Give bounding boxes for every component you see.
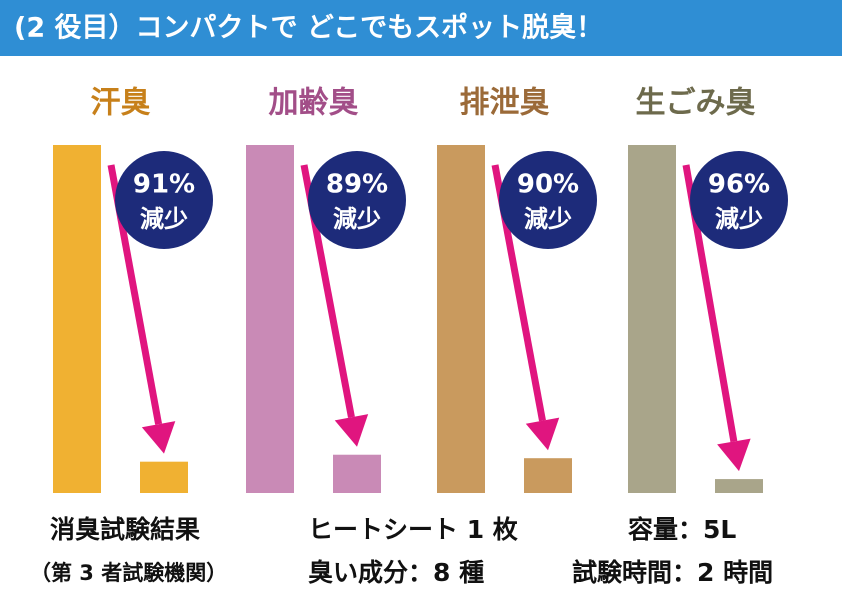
reduction-value: 89%: [326, 170, 388, 200]
category-label: 排泄臭: [460, 86, 550, 121]
reduction-badge: [499, 151, 597, 249]
bar-before: [53, 145, 101, 493]
bar-before: [437, 145, 485, 493]
category-label: 生ごみ臭: [636, 86, 756, 121]
footer-text: 試験時間：2 時間: [572, 558, 773, 587]
bar-after: [140, 461, 188, 493]
arrow-head: [525, 417, 560, 451]
bar-before: [628, 145, 676, 493]
reduction-label: 減少: [715, 205, 763, 233]
footer-text: （第 3 者試験機関）: [30, 561, 227, 585]
reduction-badge: [690, 151, 788, 249]
footer-text: ヒートシート 1 枚: [308, 515, 518, 544]
arrow-head: [717, 438, 751, 472]
reduction-label: 減少: [140, 205, 188, 233]
title-banner: [0, 0, 842, 56]
bar-after: [715, 479, 763, 493]
category-label: 加齢臭: [269, 86, 359, 121]
reduction-value: 96%: [708, 170, 770, 200]
bar-after: [333, 454, 381, 493]
reduction-badge: [308, 151, 406, 249]
reduction-badge: [115, 151, 213, 249]
category-label: 汗臭: [91, 86, 151, 121]
footer-text: 臭い成分：8 種: [308, 558, 484, 587]
reduction-value: 90%: [517, 170, 579, 200]
bar-after: [524, 458, 572, 493]
chart-title: (2 役目）コンパクトで どこでもスポット脱臭！: [14, 13, 603, 44]
arrow-head: [141, 421, 176, 454]
reduction-label: 減少: [333, 205, 381, 233]
reduction-label: 減少: [524, 205, 572, 233]
reduction-value: 91%: [133, 170, 195, 200]
footer-text: 消臭試験結果: [50, 515, 200, 544]
bar-before: [246, 145, 294, 493]
footer-text: 容量：5L: [628, 515, 736, 544]
arrow-head: [334, 414, 369, 447]
